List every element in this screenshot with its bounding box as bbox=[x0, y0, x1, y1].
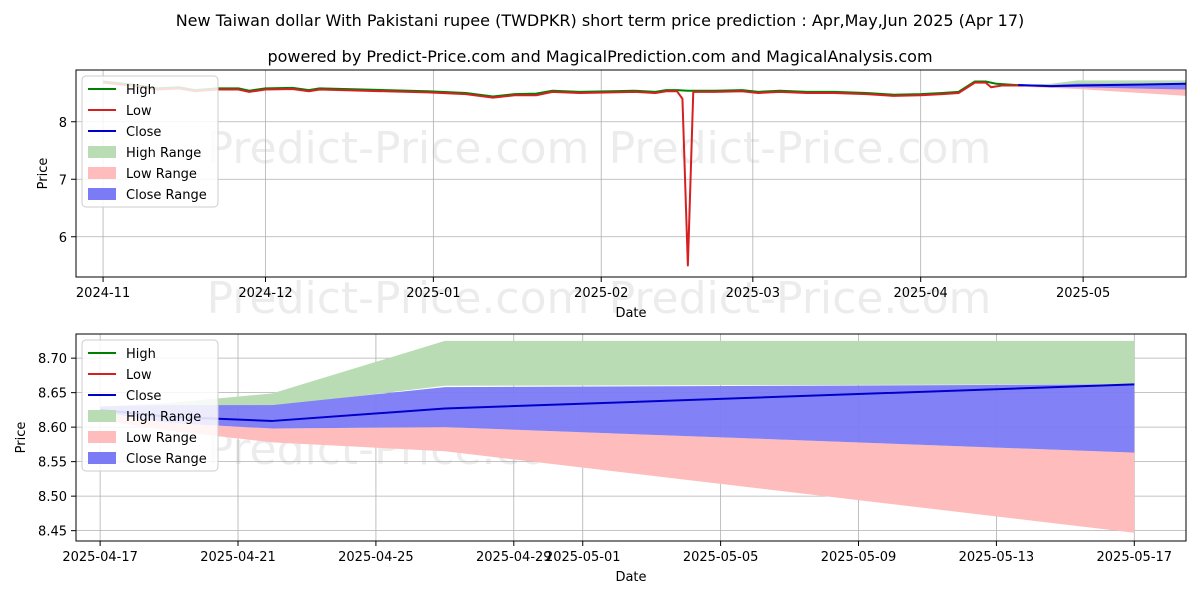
legend-high-range-swatch bbox=[88, 146, 116, 158]
x-tick-label: 2025-05-09 bbox=[821, 550, 897, 565]
x-tick-label: 2025-05-05 bbox=[683, 550, 759, 565]
y-tick-label: 8.55 bbox=[38, 456, 67, 471]
x-tick-label: 2025-05-13 bbox=[959, 550, 1035, 565]
legend-low-range-label: Low Range bbox=[126, 431, 197, 446]
watermark-text: Predict-Price.com bbox=[609, 273, 992, 324]
x-tick-label: 2025-04-29 bbox=[476, 550, 552, 565]
close-series-line bbox=[1018, 82, 1186, 88]
x-tick-label: 2025-02 bbox=[574, 286, 628, 301]
low-series-line bbox=[102, 81, 1024, 267]
close-range-band bbox=[100, 384, 1135, 453]
high-range-band bbox=[100, 340, 1135, 414]
legend-high-range-label: High Range bbox=[126, 410, 201, 425]
legend-low-label: Low bbox=[126, 368, 152, 383]
legend-low-range-swatch bbox=[88, 431, 116, 443]
x-axis-label: Date bbox=[615, 306, 646, 321]
x-tick-label: 2025-05-01 bbox=[545, 550, 621, 565]
chart-subtitle: powered by Predict-Price.com and Magical… bbox=[267, 47, 932, 66]
x-axis-label: Date bbox=[615, 570, 646, 585]
x-tick-label: 2024-12 bbox=[238, 286, 292, 301]
legend: High Low Close High Range Low Range Close Ran… bbox=[81, 75, 219, 208]
legend-high-label: High bbox=[126, 83, 156, 98]
legend-low-range-swatch bbox=[88, 167, 116, 179]
x-tick-label: 2025-05-17 bbox=[1097, 550, 1173, 565]
y-tick-label: 8.60 bbox=[38, 421, 67, 436]
x-tick-label: 2025-04-17 bbox=[62, 550, 138, 565]
forecast-panel: Predict-Price.comPredict-Price.com2025-0… bbox=[14, 333, 1187, 585]
history-panel: Predict-Price.com Predict-Price.com Predic… bbox=[36, 69, 1187, 324]
y-tick-label: 8.45 bbox=[38, 525, 67, 540]
plot-frame bbox=[75, 69, 1187, 278]
plot-area bbox=[76, 334, 1186, 541]
legend-high-range-label: High Range bbox=[126, 146, 201, 161]
watermark-text: Predict-Price.com bbox=[207, 273, 590, 324]
legend-close-range-label: Close Range bbox=[126, 188, 207, 203]
x-tick-label: 2025-04-21 bbox=[200, 550, 276, 565]
x-tick-label: 2025-04-25 bbox=[338, 550, 414, 565]
x-tick-label: 2025-03 bbox=[726, 286, 780, 301]
high-series-line bbox=[102, 80, 1024, 98]
y-tick-label: 8.50 bbox=[38, 490, 67, 505]
legend-high-range-swatch bbox=[88, 410, 116, 422]
chart-title: New Taiwan dollar With Pakistani rupee (… bbox=[176, 11, 1025, 30]
legend: High Low Close High Range Low Range Close Ran… bbox=[81, 339, 219, 472]
legend-low-label: Low bbox=[126, 104, 152, 119]
low-range-band bbox=[100, 411, 1135, 533]
legend-close-label: Close bbox=[126, 125, 161, 140]
x-tick-label: 2025-04 bbox=[894, 286, 948, 301]
plot-frame bbox=[75, 333, 1187, 542]
y-tick-label: 8 bbox=[59, 116, 67, 131]
watermark-text: Predict-Price.com bbox=[207, 123, 590, 174]
y-tick-label: 7 bbox=[59, 173, 67, 188]
legend-low-range-label: Low Range bbox=[126, 167, 197, 182]
watermark-text: Predict-Price.com bbox=[609, 123, 992, 174]
y-axis-label: Price bbox=[36, 158, 51, 190]
x-tick-label: 2025-01 bbox=[406, 286, 460, 301]
y-tick-label: 8.65 bbox=[38, 387, 67, 402]
legend-high-label: High bbox=[126, 347, 156, 362]
plot-area bbox=[76, 70, 1186, 277]
legend-close-range-swatch bbox=[88, 452, 116, 464]
y-tick-label: 6 bbox=[59, 231, 67, 246]
legend-close-label: Close bbox=[126, 389, 161, 404]
legend-close-range-label: Close Range bbox=[126, 452, 207, 467]
legend-close-range-swatch bbox=[88, 188, 116, 200]
x-tick-label: 2025-05 bbox=[1056, 286, 1110, 301]
y-tick-label: 8.70 bbox=[38, 352, 67, 367]
y-axis-label: Price bbox=[14, 422, 29, 454]
x-tick-label: 2024-11 bbox=[76, 286, 130, 301]
